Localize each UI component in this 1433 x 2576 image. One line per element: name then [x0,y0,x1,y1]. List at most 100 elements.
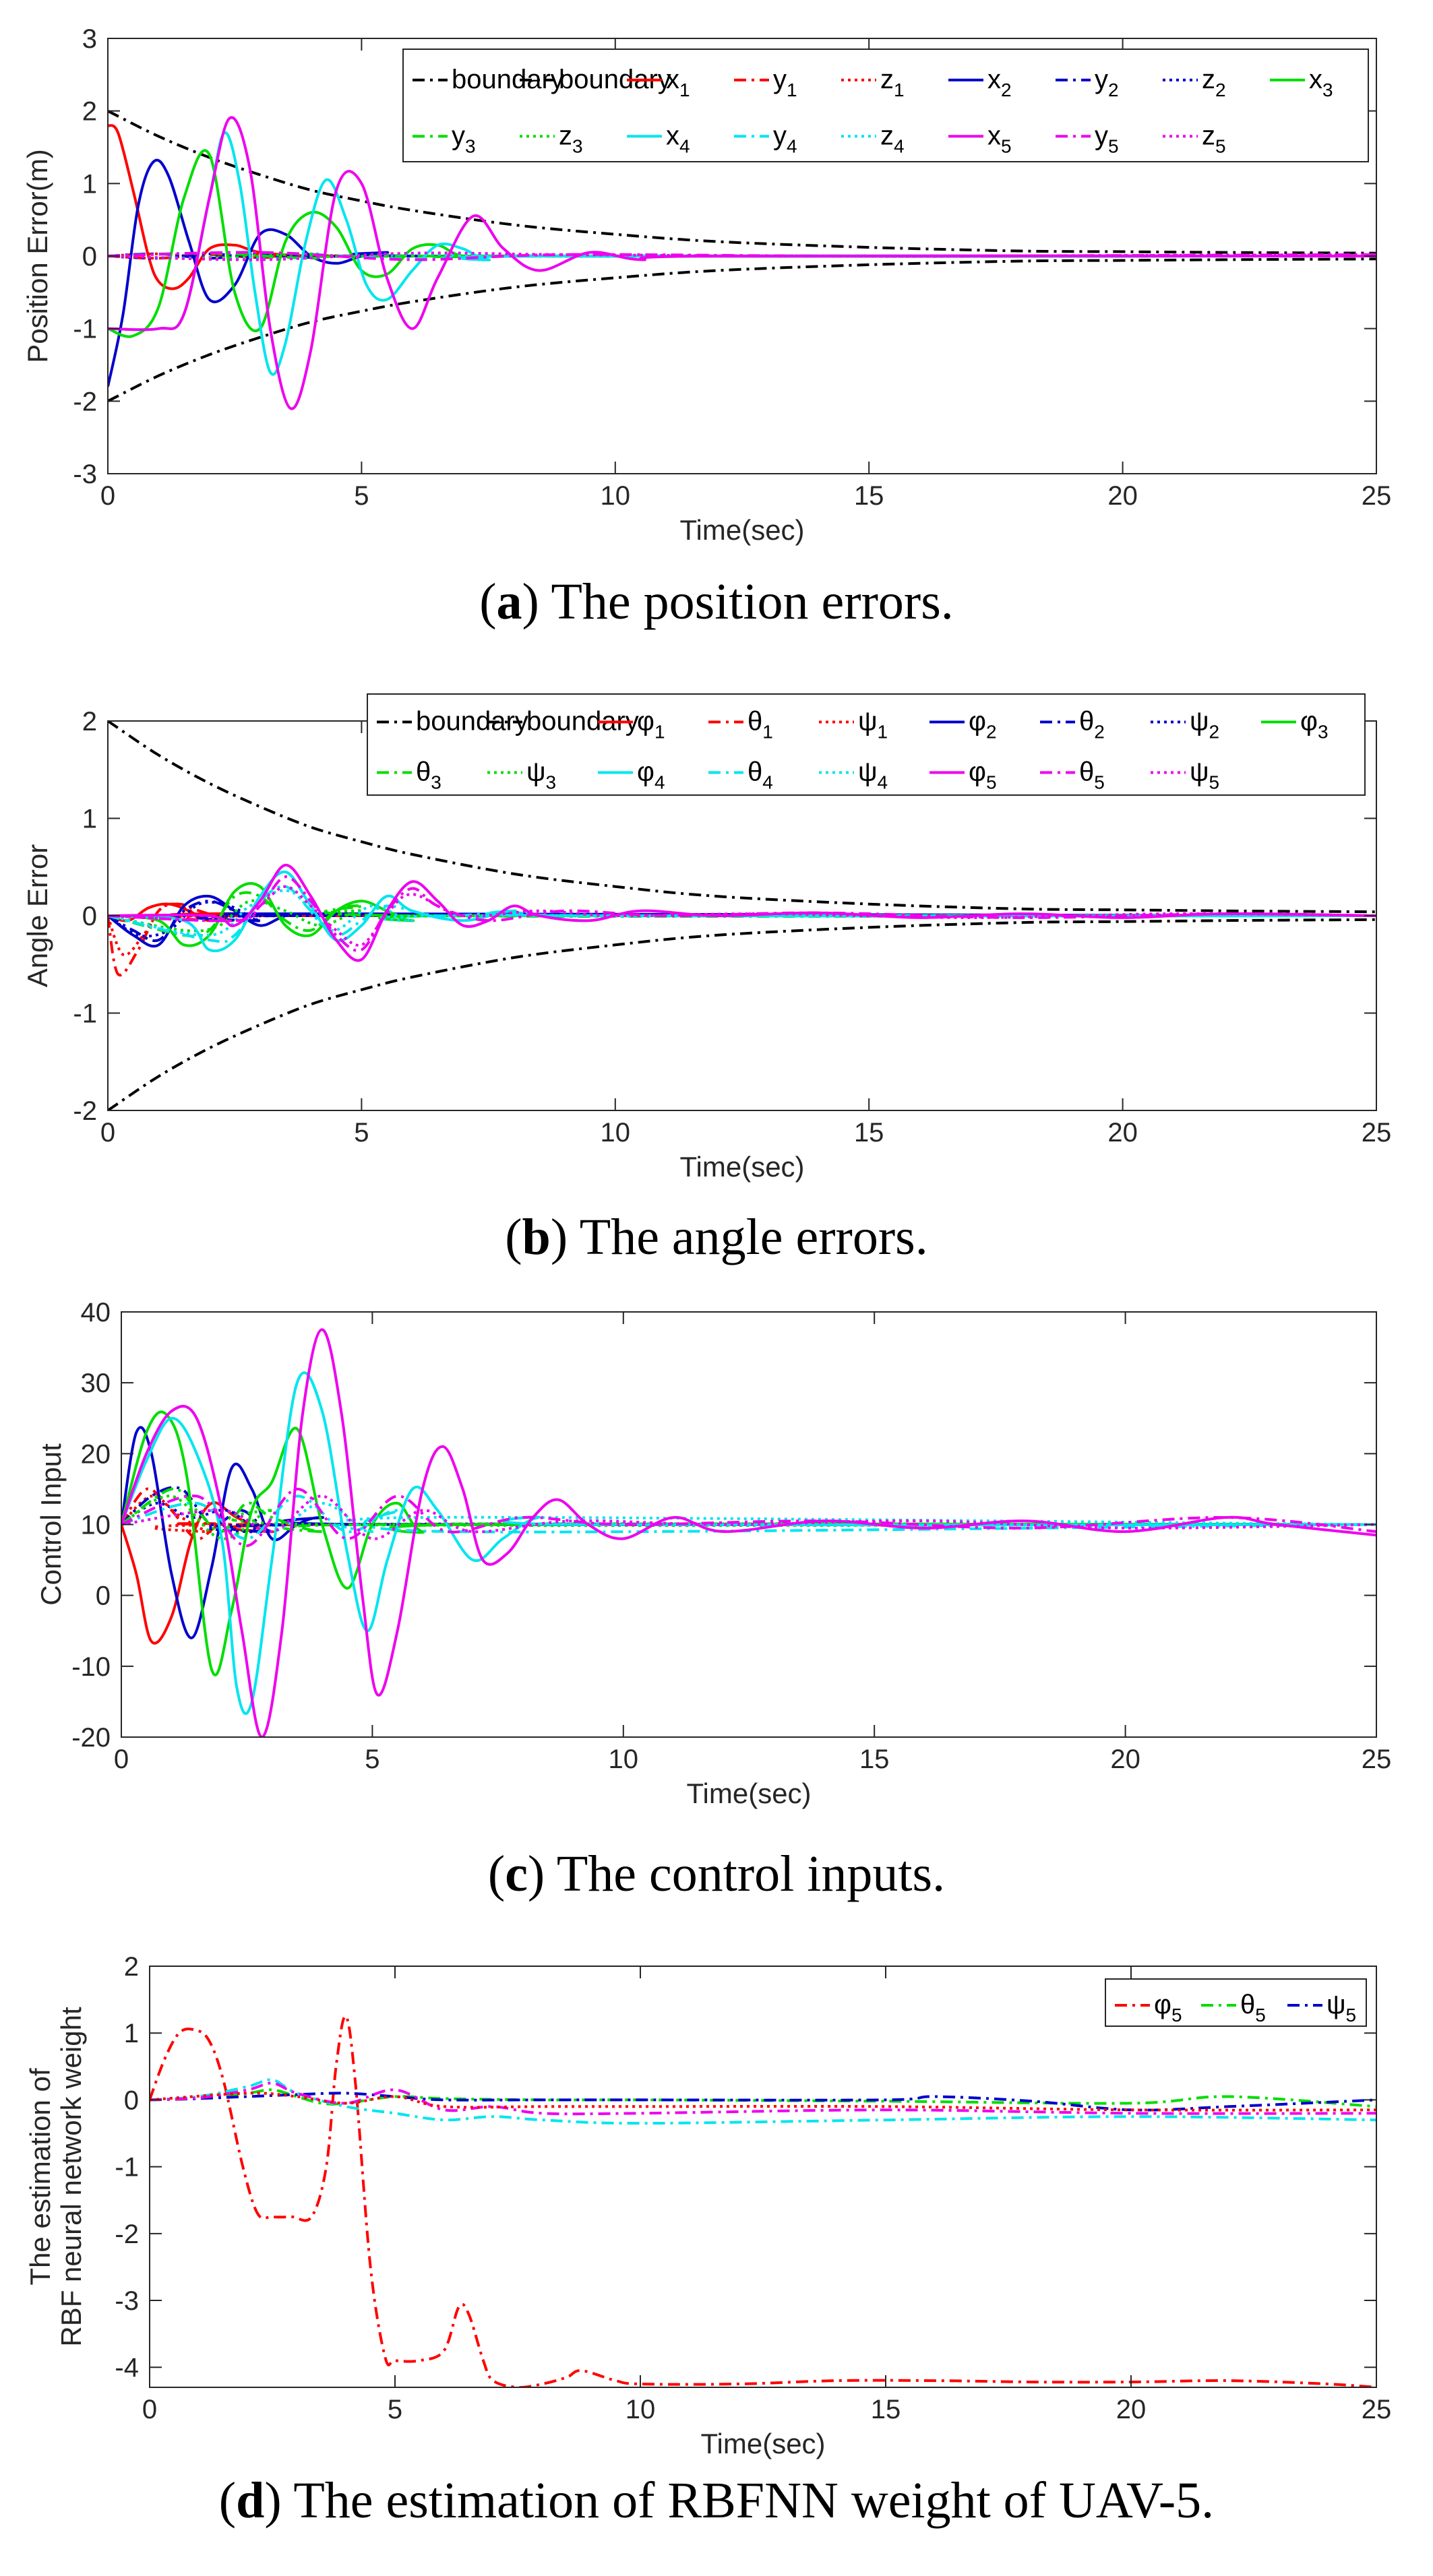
x-tick-label: 15 [854,481,884,511]
legend-label: x2 [987,65,1012,100]
legend-label: z3 [559,121,583,156]
caption-b-letter: b [522,1209,551,1265]
caption-d-text: The estimation of RBFNN weight of UAV-5. [281,2472,1215,2529]
x-tick-label: 15 [871,2395,901,2424]
legend-box [402,49,1369,162]
legend-label: φ5 [1154,1990,1182,2025]
series-line-2 [108,257,1376,403]
legend-label: φ1 [637,707,665,743]
legend-label: θ1 [748,707,773,743]
series-line-15 [108,116,1376,410]
series-line-2 [150,2088,1376,2108]
y-tick-label: -20 [71,1723,111,1753]
x-tick-label: 5 [365,1745,379,1774]
y-tick-label: -10 [71,1652,111,1682]
y-tick-label: 30 [81,1369,111,1398]
y-tick-label: 0 [96,1581,111,1611]
x-tick-label: 10 [601,1118,631,1148]
series-line-17 [108,885,1376,947]
chart-3: 0 5 10 15 20 25 -20 -10 0 10 20 30 40 Time(sec) Contro… [35,1298,1391,1809]
y-axis-label-line: RBF neural network weight [55,2007,87,2347]
y-tick-label: 10 [81,1511,111,1540]
y-tick-label: -1 [115,2153,139,2182]
x-axis-label: Time(sec) [679,1151,804,1183]
y-tick-label: -1 [73,999,97,1029]
legend-label: x4 [666,121,690,156]
legend-label: z5 [1202,121,1226,156]
y-tick-label: 40 [81,1298,111,1327]
legend-label: θ4 [748,757,773,793]
series-group [121,1328,1376,1737]
x-tick-label: 25 [1362,1118,1392,1148]
series-line-8 [108,252,1376,260]
x-tick-label: 20 [1110,1745,1140,1774]
legend-label: ψ2 [1190,707,1219,743]
y-tick-label: -2 [73,1096,97,1126]
legend-label: x5 [987,121,1012,156]
x-tick-label: 0 [100,1118,115,1148]
legend-label: z1 [880,65,905,100]
series-line-14 [121,1487,1376,1548]
legend-label: y5 [1095,121,1119,156]
x-tick-label: 10 [626,2395,656,2424]
chart-4: 0 5 10 15 20 25 -4 -3 -2 -1 0 1 2 Time(sec) The estima… [24,1952,1391,2459]
legend-label: ψ5 [1327,1990,1356,2025]
legend-label: ψ4 [858,757,888,793]
x-axis-label: Time(sec) [679,514,804,546]
y-axis-label: Angle Error [22,844,53,987]
caption-c: (c) The control inputs. [487,1846,946,1902]
legend-label: x1 [666,65,690,100]
chart-1: 0 5 10 15 20 25 -3 -2 -1 0 1 2 3 Time(sec) Position Er… [22,24,1391,546]
series-line-15 [108,863,1376,962]
x-tick-label: 0 [142,2395,157,2424]
legend-label: φ2 [969,707,997,743]
caption-b-text: The angle errors. [568,1209,928,1265]
caption-d-letter: d [236,2472,265,2529]
x-tick-label: 10 [609,1745,639,1774]
plot-area [150,1966,1376,2387]
series-line-1 [108,721,1376,914]
y-axis-label: Position Error(m) [22,149,53,363]
x-tick-label: 20 [1116,2395,1147,2424]
series-line-6 [150,2092,1376,2112]
legend-label: x3 [1309,65,1333,100]
legend-label: φ4 [637,757,665,793]
x-tick-label: 5 [388,2395,402,2424]
legend-label: ψ3 [526,757,556,793]
series-group [150,2015,1376,2387]
caption-a: (a) The position errors. [479,573,954,630]
caption-c-letter: c [505,1846,528,1902]
legend-label: y2 [1095,65,1119,100]
x-tick-label: 5 [354,1118,369,1148]
y-tick-label: 0 [82,902,97,931]
series-line-1 [150,2015,1376,2387]
legend-label: y1 [773,65,797,100]
legend-box [367,693,1366,796]
series-line-11 [121,1495,1376,1540]
y-tick-label: 0 [124,2085,139,2115]
x-tick-label: 5 [354,481,369,511]
series-line-10 [108,251,1376,260]
legend-label: ψ5 [1190,757,1219,793]
axes-frame [149,1966,1377,2388]
legend-label: z2 [1202,65,1226,100]
x-tick-label: 20 [1107,481,1138,511]
y-tick-label: 0 [82,242,97,272]
legend-label: θ5 [1079,757,1105,793]
caption-b: (b) The angle errors. [505,1209,928,1265]
y-tick-label: 2 [124,1952,139,1982]
y-tick-label: -1 [73,315,97,344]
series-line-13 [121,1328,1376,1737]
y-tick-label: -3 [73,460,97,489]
legend-label: boundary [416,707,528,736]
series-line-6 [121,1501,1376,1534]
x-tick-label: 0 [100,481,115,511]
x-tick-label: 25 [1362,1745,1392,1774]
x-tick-label: 25 [1362,2395,1392,2424]
series-line-16 [108,875,1376,952]
caption-a-letter: a [496,573,522,630]
chart-2: 0 5 10 15 20 25 -2 -1 0 1 2 Time(sec) Angle Error bou… [22,693,1392,1183]
series-group [108,721,1376,1110]
